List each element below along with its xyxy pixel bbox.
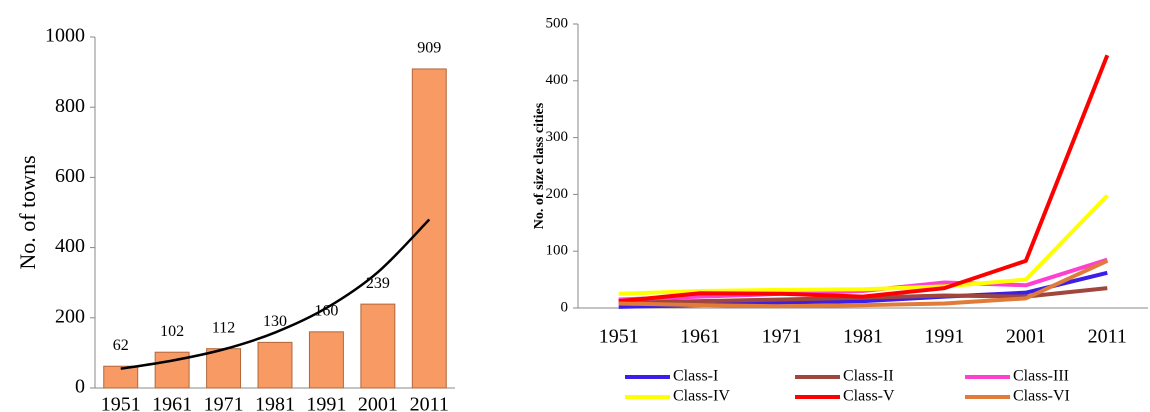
series-line — [618, 54, 1110, 304]
value-label: 160 — [314, 303, 338, 320]
y-tick-label: 500 — [546, 15, 569, 31]
series-line — [618, 259, 1109, 309]
y-tick-label: 200 — [546, 186, 569, 202]
value-label: 62 — [113, 337, 129, 354]
value-label: 239 — [366, 275, 390, 292]
x-tick-label: 2011 — [1088, 326, 1127, 348]
x-tick-label: 1951 — [599, 326, 639, 348]
y-tick-label: 1000 — [45, 25, 85, 47]
y-tick-label: 800 — [55, 95, 85, 117]
y-tick-label: 0 — [561, 299, 569, 315]
y-tick-label: 400 — [546, 72, 569, 88]
legend-label: Class-II — [843, 368, 894, 385]
x-tick-label: 1981 — [255, 394, 295, 412]
x-tick-label: 1971 — [204, 394, 244, 412]
x-tick-label: 2011 — [410, 394, 449, 412]
bar — [308, 331, 344, 389]
y-tick-label: 300 — [546, 129, 569, 145]
x-tick-label: 2001 — [1006, 326, 1046, 348]
trend-line — [120, 218, 431, 370]
legend-label: Class-V — [843, 388, 895, 405]
series-line — [618, 194, 1109, 296]
y-axis-label: No. of towns — [15, 155, 40, 269]
bar — [103, 365, 139, 389]
value-label: 102 — [160, 323, 184, 340]
bar — [411, 68, 447, 389]
x-tick-label: 1951 — [101, 394, 141, 412]
legend-label: Class-I — [673, 368, 718, 385]
legend-label: Class-III — [1013, 368, 1069, 385]
y-tick-label: 400 — [55, 235, 85, 257]
x-tick-label: 2001 — [358, 394, 398, 412]
value-label: 909 — [417, 40, 441, 57]
y-axis-label: No. of size class cities — [532, 102, 547, 229]
x-tick-label: 1981 — [843, 326, 883, 348]
x-tick-label: 1991 — [306, 394, 346, 412]
bar — [257, 341, 293, 389]
bar — [206, 348, 242, 389]
x-tick-label: 1991 — [924, 326, 964, 348]
value-label: 112 — [212, 319, 235, 336]
y-tick-label: 600 — [55, 165, 85, 187]
x-tick-label: 1961 — [680, 326, 720, 348]
x-tick-label: 1971 — [762, 326, 802, 348]
y-tick-label: 0 — [75, 376, 85, 398]
value-label: 130 — [263, 313, 287, 330]
legend-label: Class-VI — [1013, 388, 1070, 405]
bar — [360, 303, 396, 389]
legend-label: Class-IV — [673, 388, 730, 405]
y-tick-label: 100 — [546, 243, 569, 259]
x-tick-label: 1961 — [152, 394, 192, 412]
y-tick-label: 200 — [55, 305, 85, 327]
